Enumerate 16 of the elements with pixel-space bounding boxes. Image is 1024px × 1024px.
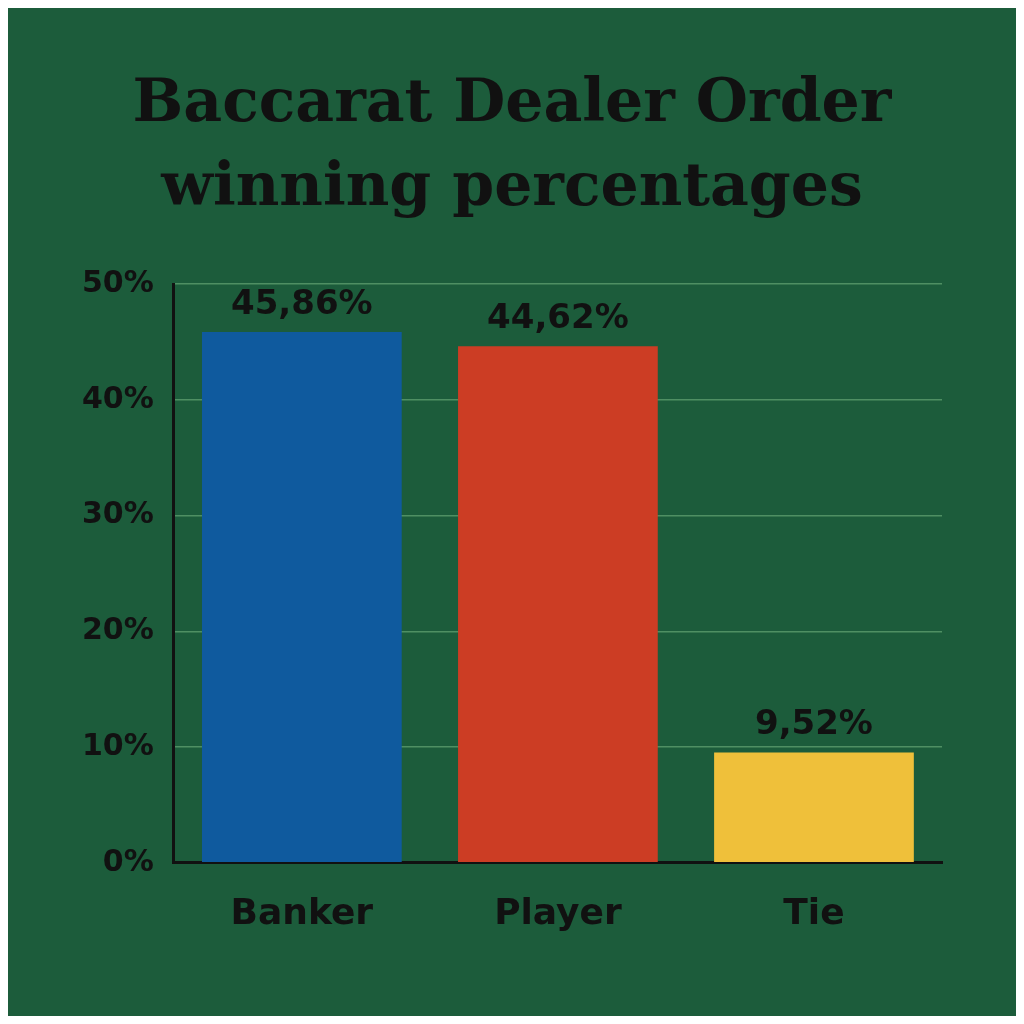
bar [714, 752, 914, 863]
x-tick-label: Banker [230, 890, 374, 932]
data-label: 44,62% [487, 296, 629, 337]
data-label: 9,52% [754, 702, 873, 743]
y-tick-label: 0% [102, 842, 154, 878]
y-tick-label: 50% [81, 263, 154, 299]
chart-title: Baccarat Dealer Order winning percentages [131, 64, 893, 221]
y-tick-label: 40% [81, 379, 154, 415]
y-tick-label: 30% [81, 495, 154, 531]
bar [201, 331, 402, 863]
x-tick-label: Player [494, 890, 622, 932]
x-tick-label: Tie [783, 890, 845, 932]
y-tick-label: 20% [81, 611, 154, 647]
data-label: 45,86% [231, 281, 373, 322]
bar [458, 346, 658, 863]
y-tick-label: 10% [81, 726, 154, 762]
